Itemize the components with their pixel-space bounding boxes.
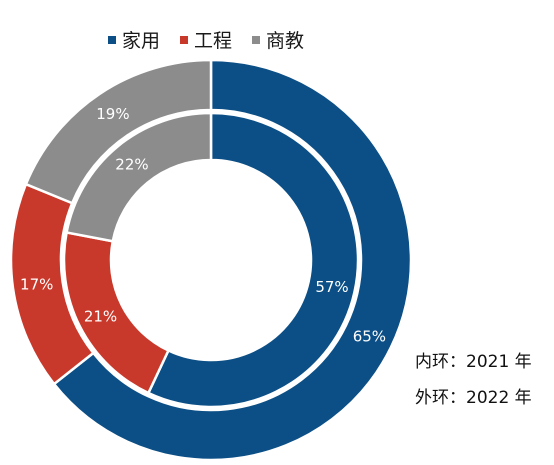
legend-label-commercial-education: 商教 [266,30,305,52]
legend-item-commercial-education: 商教 [252,26,304,53]
legend-label-household: 家用 [122,30,161,52]
legend-swatch-commercial-education [252,35,261,44]
outer-ring-slice-commercial-education [24,58,213,205]
donut-rings [9,58,413,462]
outer-ring-label-engineering: 17% [20,276,53,294]
inner-ring-label-commercial-education: 22% [115,155,148,173]
inner-ring-slice-commercial-education [65,111,213,243]
outer-ring-label-commercial-education: 19% [96,105,129,123]
outer-ring-label-household: 65% [353,328,386,346]
chart-legend: 家用 工程 商教 [108,26,304,53]
legend-swatch-engineering [180,35,189,44]
legend-item-engineering: 工程 [180,26,232,53]
inner-ring-note: 内环：2021 年 [415,352,532,372]
inner-ring-label-engineering: 21% [84,307,117,325]
legend-swatch-household [108,35,116,44]
inner-ring-slice-household [146,111,360,409]
donut-data-labels: 57% 21% 22% 65% 17% 19% [20,105,386,346]
inner-ring-label-household: 57% [315,278,348,296]
legend-label-engineering: 工程 [194,30,233,52]
outer-ring-slice-household [52,58,413,462]
outer-ring-note: 外环：2022 年 [415,388,532,408]
legend-item-household: 家用 [108,26,160,53]
